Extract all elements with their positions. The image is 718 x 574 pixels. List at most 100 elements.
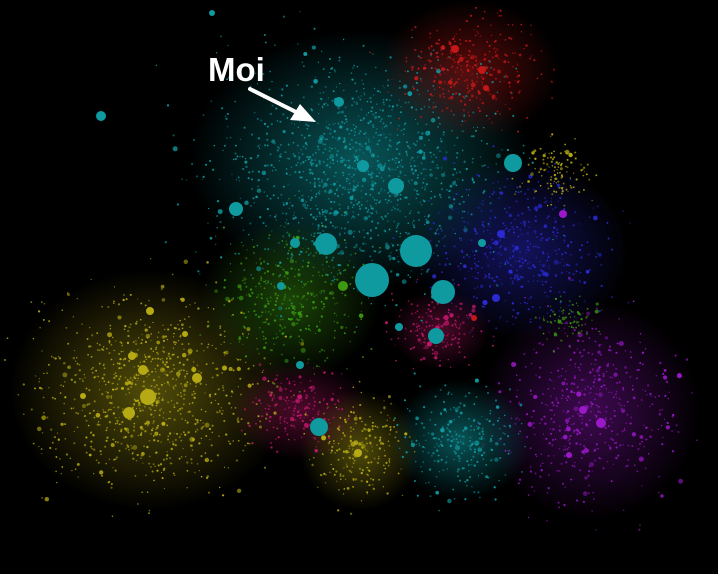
node-dot (511, 177, 514, 180)
node-dot (518, 185, 522, 188)
node-dot (276, 374, 279, 377)
node-dot (103, 363, 105, 365)
node-dot (481, 446, 484, 448)
node-dot (504, 261, 506, 264)
node-dot (319, 291, 321, 293)
node-dot (288, 234, 291, 237)
node-dot (372, 53, 374, 55)
node-dot (615, 397, 618, 399)
node-dot (297, 311, 302, 316)
node-dot (442, 131, 445, 133)
node-dot (590, 410, 592, 413)
node-dot (211, 344, 213, 347)
node-dot (498, 15, 501, 17)
node-dot (380, 188, 383, 190)
node-dot (461, 251, 464, 254)
node-dot (312, 408, 315, 410)
node-dot (509, 264, 512, 267)
node-dot (368, 429, 371, 432)
node-dot (534, 245, 538, 248)
node-dot (457, 405, 461, 409)
node-dot (384, 198, 387, 201)
node-dot (140, 457, 142, 459)
node-dot (34, 375, 37, 377)
node-dot (186, 370, 188, 373)
node-dot (237, 176, 240, 179)
node-dot (269, 112, 273, 116)
node-dot (472, 111, 475, 114)
node-dot (550, 176, 553, 178)
node-dot (420, 273, 423, 275)
node-dot (313, 436, 315, 439)
node-dot (584, 446, 587, 449)
node-dot (447, 311, 450, 314)
node-dot (371, 446, 373, 448)
node-dot (442, 133, 445, 136)
node-dot (432, 452, 435, 455)
node-dot (251, 239, 254, 241)
node-dot (332, 349, 335, 351)
node-dot (165, 390, 167, 392)
node-dot (221, 494, 225, 497)
node-dot (538, 274, 541, 277)
node-dot (258, 363, 262, 367)
node-dot (370, 220, 374, 223)
node-dot (214, 399, 217, 402)
node-dot (164, 373, 167, 375)
node-dot (175, 341, 177, 344)
node-dot (120, 367, 123, 369)
node-dot (75, 360, 77, 362)
node-dot (641, 351, 645, 354)
node-dot (336, 427, 340, 430)
node-dot (588, 484, 590, 487)
node-dot (406, 141, 408, 144)
node-dot (305, 179, 308, 181)
node-dot (455, 33, 457, 35)
node-dot (314, 159, 317, 161)
node-dot (365, 480, 369, 483)
node-dot (576, 499, 579, 502)
node-dot (311, 164, 313, 167)
node-dot (162, 412, 165, 414)
node-dot (367, 138, 370, 141)
node-dot (435, 244, 438, 247)
node-dot (264, 164, 267, 167)
node-dot (341, 292, 343, 294)
node-dot (416, 494, 419, 497)
node-dot (539, 147, 542, 150)
node-dot (476, 264, 480, 268)
node-dot (270, 349, 273, 352)
node-dot (558, 470, 561, 472)
node-dot (207, 207, 210, 210)
node-dot (230, 407, 233, 409)
node-dot (462, 109, 465, 112)
node-dot (396, 143, 398, 145)
node-dot (250, 157, 253, 160)
node-dot (316, 122, 319, 125)
node-dot (536, 455, 538, 458)
node-dot (651, 429, 654, 431)
node-dot (118, 352, 121, 356)
node-dot (333, 275, 335, 278)
node-dot (337, 139, 339, 142)
node-dot (477, 106, 480, 110)
node-dot (166, 424, 169, 427)
node-dot (116, 387, 119, 390)
node-dot (263, 346, 266, 350)
node-dot (492, 242, 494, 245)
node-dot (209, 160, 212, 162)
node-dot (415, 416, 419, 421)
node-dot (482, 299, 488, 306)
node-dot (615, 446, 618, 449)
node-dot (207, 491, 211, 494)
node-dot (583, 171, 586, 173)
node-dot (300, 303, 303, 306)
node-dot (547, 305, 550, 308)
node-dot (583, 444, 585, 447)
node-dot (306, 414, 309, 417)
node-dot (98, 343, 101, 346)
node-dot (370, 302, 373, 305)
node-dot (357, 213, 360, 216)
node-dot (540, 50, 543, 52)
node-dot (250, 274, 252, 276)
